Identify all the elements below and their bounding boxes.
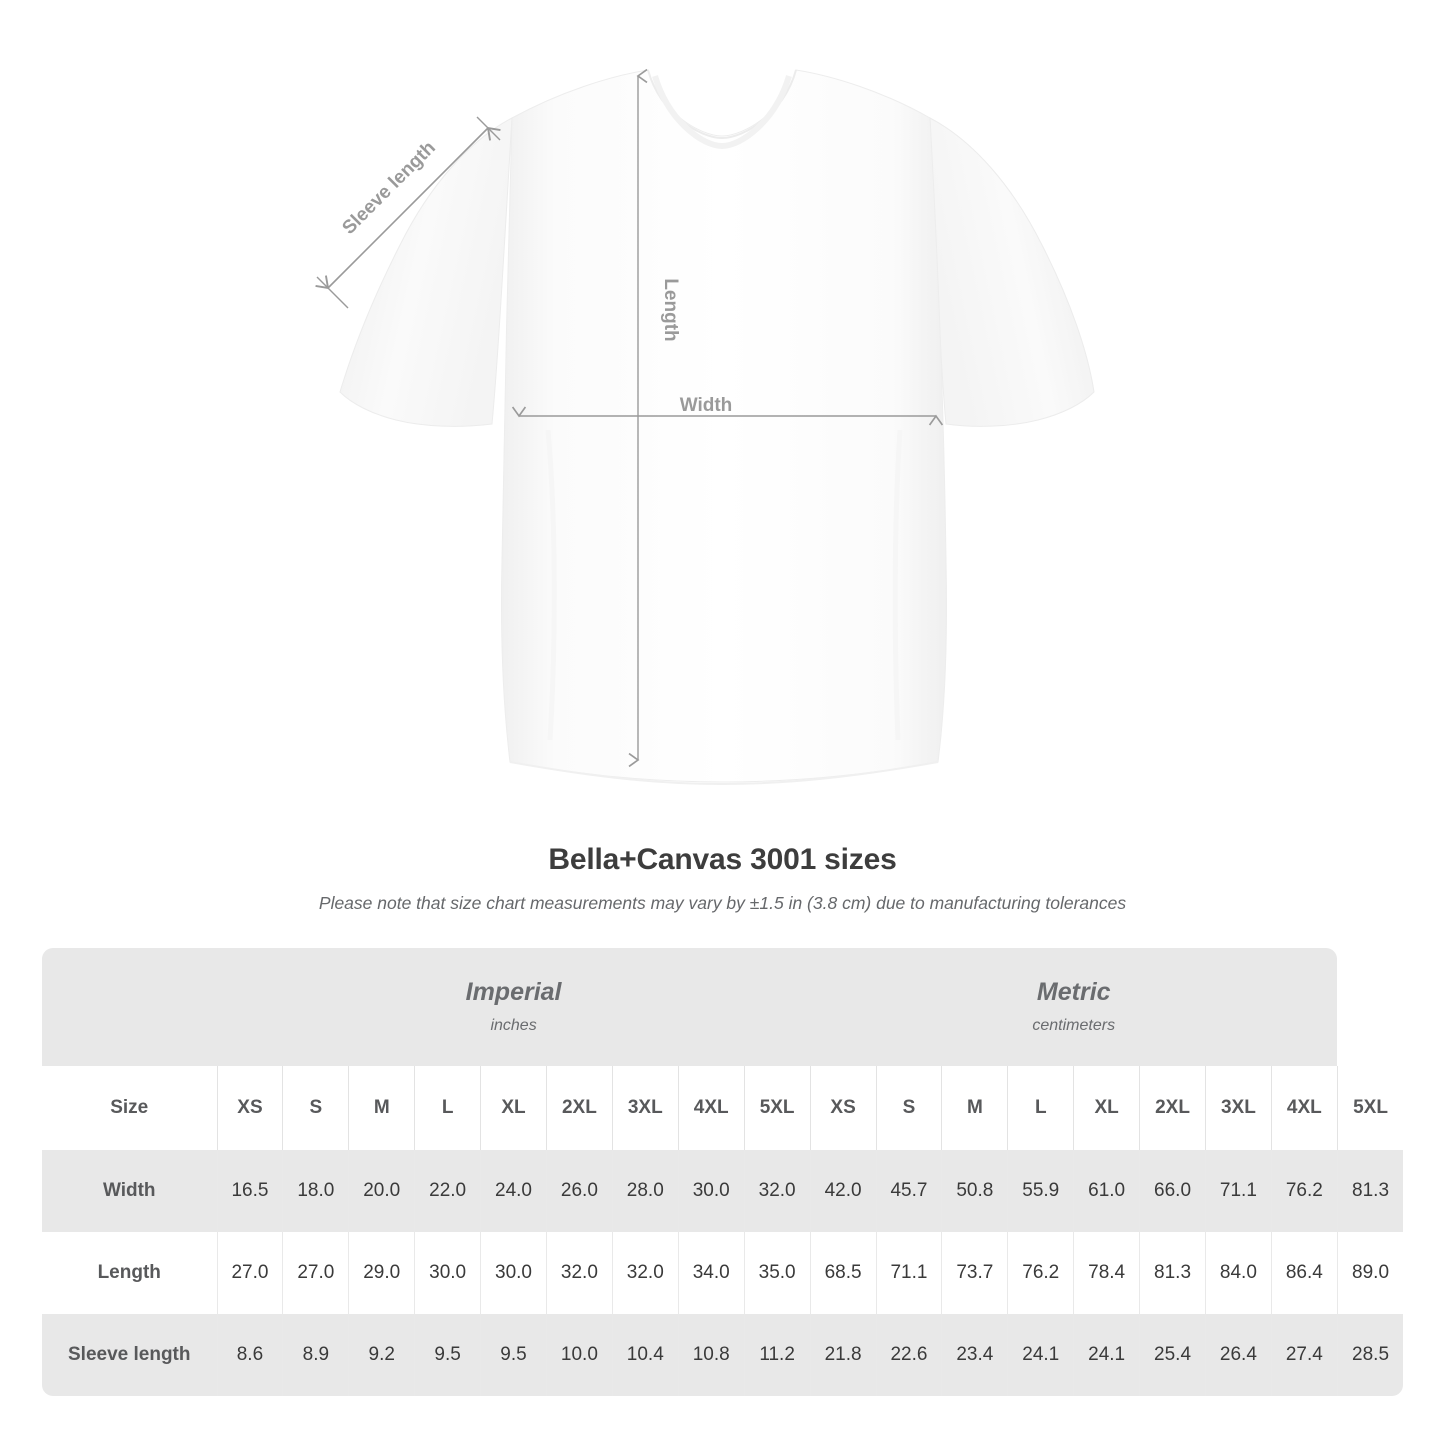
cell: 34.0	[677, 1232, 745, 1314]
imperial-band: Imperial inches	[217, 948, 811, 1066]
cell: 21.8	[809, 1314, 877, 1396]
size-col-header: M	[941, 1066, 1008, 1150]
size-col-header: 5XL	[743, 1066, 811, 1150]
page-title: Bella+Canvas 3001 sizes	[548, 843, 897, 876]
cell: 71.1	[875, 1232, 942, 1314]
cell: 84.0	[1204, 1232, 1272, 1314]
metric-unit: centimeters	[1032, 1017, 1116, 1035]
imperial-unit: inches	[490, 1017, 537, 1035]
cell: 26.0	[545, 1150, 613, 1232]
size-col-header: 3XL	[1204, 1066, 1272, 1150]
cell: 10.4	[611, 1314, 679, 1396]
cell: 61.0	[1073, 1150, 1140, 1232]
cell: 27.0	[282, 1232, 349, 1314]
size-col-header: S	[875, 1066, 942, 1150]
cell: 78.4	[1073, 1232, 1140, 1314]
cell: 32.0	[611, 1232, 679, 1314]
cell: 10.0	[545, 1314, 613, 1396]
size-col-header: 2XL	[1139, 1066, 1206, 1150]
cell: 29.0	[348, 1232, 415, 1314]
size-header-label: Size	[42, 1066, 217, 1150]
size-col-header: 5XL	[1336, 1066, 1404, 1150]
size-col-header: XS	[216, 1066, 283, 1150]
tshirt-body	[500, 69, 948, 786]
cell: 11.2	[743, 1314, 811, 1396]
cell: 32.0	[545, 1232, 613, 1314]
cell: 24.0	[480, 1150, 547, 1232]
cell: 71.1	[1204, 1150, 1272, 1232]
size-col-header: XL	[1073, 1066, 1140, 1150]
cell: 32.0	[743, 1150, 811, 1232]
tolerance-note: Please note that size chart measurements…	[318, 893, 1127, 913]
cell: 45.7	[875, 1150, 942, 1232]
size-col-header: 3XL	[611, 1066, 679, 1150]
cell: 27.0	[216, 1232, 283, 1314]
cell: 8.6	[216, 1314, 283, 1396]
cell: 9.5	[414, 1314, 481, 1396]
imperial-title: Imperial	[465, 977, 562, 1006]
size-chart-table: Imperial inches Metric centimeters Size …	[42, 948, 1404, 1396]
cell: 42.0	[809, 1150, 877, 1232]
band-spacer-left	[42, 948, 217, 1066]
cell: 16.5	[216, 1150, 283, 1232]
cell: 30.0	[414, 1232, 481, 1314]
row-label: Length	[42, 1232, 217, 1314]
cell: 30.0	[480, 1232, 547, 1314]
size-col-header: XS	[809, 1066, 877, 1150]
cell: 68.5	[809, 1232, 877, 1314]
row-label: Sleeve length	[42, 1314, 217, 1396]
table-row: Length 27.0 27.0 29.0 30.0 30.0 32.0 32.…	[42, 1232, 1404, 1314]
table-row: Width 16.5 18.0 20.0 22.0 24.0 26.0 28.0…	[42, 1150, 1404, 1232]
cell: 25.4	[1139, 1314, 1206, 1396]
size-col-header: 4XL	[1270, 1066, 1338, 1150]
cell: 8.9	[282, 1314, 349, 1396]
cell: 26.4	[1204, 1314, 1272, 1396]
cell: 10.8	[677, 1314, 745, 1396]
cell: 73.7	[941, 1232, 1008, 1314]
size-col-header: XL	[480, 1066, 547, 1150]
cell: 81.3	[1336, 1150, 1404, 1232]
length-label: Length	[660, 278, 681, 341]
table-row: Sleeve length 8.6 8.9 9.2 9.5 9.5 10.0 1…	[42, 1314, 1404, 1396]
cell: 22.0	[414, 1150, 481, 1232]
width-label: Width	[680, 395, 733, 416]
metric-title: Metric	[1036, 977, 1111, 1006]
tshirt-measurement-diagram: Sleeve length Length Width	[315, 68, 1095, 786]
sleeve-length-dimension	[315, 116, 501, 309]
cell: 76.2	[1270, 1150, 1338, 1232]
cell: 24.1	[1073, 1314, 1140, 1396]
cell: 27.4	[1270, 1314, 1338, 1396]
cell: 28.0	[611, 1150, 679, 1232]
cell: 23.4	[941, 1314, 1008, 1396]
cell: 55.9	[1007, 1150, 1074, 1232]
size-col-header: L	[1007, 1066, 1074, 1150]
cell: 81.3	[1139, 1232, 1206, 1314]
cell: 18.0	[282, 1150, 349, 1232]
size-header-row: Size XS S M L XL 2XL 3XL 4XL 5XL XS S M …	[42, 1066, 1404, 1150]
cell: 66.0	[1139, 1150, 1206, 1232]
cell: 28.5	[1336, 1314, 1404, 1396]
size-col-header: 4XL	[677, 1066, 745, 1150]
cell: 35.0	[743, 1232, 811, 1314]
cell: 9.2	[348, 1314, 415, 1396]
cell: 86.4	[1270, 1232, 1338, 1314]
metric-band: Metric centimeters	[810, 948, 1338, 1066]
cell: 22.6	[875, 1314, 942, 1396]
cell: 89.0	[1336, 1232, 1404, 1314]
size-col-header: M	[348, 1066, 415, 1150]
unit-system-band: Imperial inches Metric centimeters	[42, 948, 1403, 1066]
size-col-header: L	[414, 1066, 481, 1150]
cell: 30.0	[677, 1150, 745, 1232]
cell: 9.5	[480, 1314, 547, 1396]
chart-heading: Bella+Canvas 3001 sizes Please note that…	[0, 843, 1445, 914]
cell: 24.1	[1007, 1314, 1074, 1396]
cell: 50.8	[941, 1150, 1008, 1232]
cell: 20.0	[348, 1150, 415, 1232]
size-col-header: 2XL	[545, 1066, 613, 1150]
cell: 76.2	[1007, 1232, 1074, 1314]
row-label: Width	[42, 1150, 217, 1232]
size-col-header: S	[282, 1066, 349, 1150]
tshirt-right-sleeve	[929, 117, 1095, 427]
